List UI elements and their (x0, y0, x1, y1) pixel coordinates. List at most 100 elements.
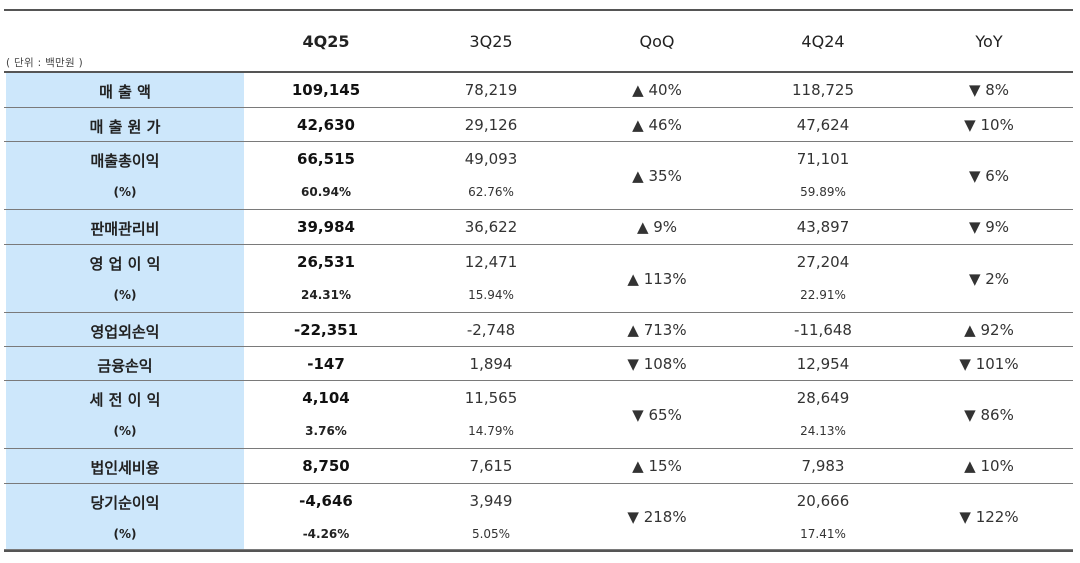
value-yoy: ▼ 10% (964, 116, 1014, 134)
value-4q25: 109,145 (291, 81, 361, 99)
row-label: 매출총이익 (90, 152, 160, 170)
value-4q25-pct: 3.76% (305, 424, 347, 438)
table-row-gross-profit: 매출총이익 (%) 66,515 60.94% 49,093 62.76% ▲ 35% 71,… (4, 142, 1073, 210)
row-sublabel-pct: (%) (113, 185, 137, 199)
value-4q25: 39,984 (297, 218, 355, 236)
table-row-net-income: 당기순이익 (%) -4,646 -4.26% 3,949 5.05% ▼ 218% 20,6… (4, 484, 1073, 550)
value-qoq: ▲ 40% (632, 81, 682, 99)
row-label: 영 업 이 익 (89, 255, 161, 273)
row-label-cell (6, 347, 244, 380)
value-yoy: ▼ 8% (968, 81, 1010, 99)
value-qoq: ▲ 46% (632, 116, 682, 134)
value-yoy: ▲ 10% (964, 457, 1014, 475)
row-label-cell (6, 73, 244, 107)
row-label: 영업외손익 (90, 323, 160, 341)
row-label: 매 출 원 가 (89, 118, 161, 136)
value-3q25: 12,471 (464, 253, 518, 271)
header-qoq: QoQ (639, 32, 675, 51)
table-top-rule (4, 9, 1073, 11)
row-sublabel-pct: (%) (113, 527, 137, 541)
value-4q24: 47,624 (796, 116, 850, 134)
value-3q25: 3,949 (469, 492, 513, 510)
value-4q24: 43,897 (796, 218, 850, 236)
value-4q24: 118,725 (791, 81, 855, 99)
row-label-cell (6, 210, 244, 244)
row-label-cell (6, 449, 244, 483)
value-4q25: 26,531 (297, 253, 355, 271)
value-4q25: 8,750 (302, 457, 350, 475)
table-row-income-tax: 법인세비용 8,750 7,615 ▲ 15% 7,983 ▲ 10% (4, 449, 1073, 484)
row-label: 매 출 액 (99, 83, 151, 101)
unit-label: ( 단위 : 백만원 ) (6, 57, 83, 69)
value-3q25-pct: 5.05% (471, 527, 511, 541)
value-yoy: ▼ 6% (968, 167, 1010, 185)
table-row-sga: 판매관리비 39,984 36,622 ▲ 9% 43,897 ▼ 9% (4, 210, 1073, 245)
header-yoy: YoY (975, 32, 1003, 51)
value-yoy: ▼ 101% (959, 355, 1019, 373)
row-label-cell (6, 484, 244, 549)
row-label-cell (6, 381, 244, 448)
header-3q25: 3Q25 (469, 32, 513, 51)
row-label: 판매관리비 (90, 220, 160, 238)
value-qoq: ▼ 65% (632, 406, 682, 424)
value-3q25-pct: 62.76% (468, 185, 514, 199)
value-3q25: 49,093 (464, 150, 518, 168)
row-label-cell (6, 245, 244, 312)
value-yoy: ▲ 92% (964, 321, 1014, 339)
row-label-cell (6, 142, 244, 209)
value-4q25: 66,515 (297, 150, 355, 168)
row-label: 세 전 이 익 (89, 391, 161, 409)
value-qoq: ▼ 218% (627, 508, 687, 526)
table-bottom-rule (4, 550, 1073, 552)
value-4q25: 4,104 (302, 389, 350, 407)
value-4q24: -11,648 (794, 321, 852, 339)
value-4q24: 20,666 (796, 492, 850, 510)
value-qoq: ▼ 108% (627, 355, 687, 373)
value-3q25: 78,219 (464, 81, 518, 99)
value-4q25-pct: -4.26% (302, 527, 350, 541)
value-4q25-pct: 60.94% (301, 185, 351, 199)
value-3q25: 36,622 (464, 218, 518, 236)
row-label: 법인세비용 (90, 459, 160, 477)
value-yoy: ▼ 86% (964, 406, 1014, 424)
header-4q25: 4Q25 (302, 32, 350, 51)
table-row-financial-income: 금융손익 -147 1,894 ▼ 108% 12,954 ▼ 101% (4, 347, 1073, 381)
value-4q25-pct: 24.31% (301, 288, 351, 302)
value-4q25: -147 (307, 355, 345, 373)
value-qoq: ▲ 9% (636, 218, 678, 236)
value-4q25: 42,630 (297, 116, 355, 134)
value-4q24-pct: 17.41% (800, 527, 846, 541)
value-4q25: -22,351 (293, 321, 359, 339)
value-3q25: 1,894 (469, 355, 513, 373)
value-4q24: 71,101 (796, 150, 850, 168)
table-row-revenue: 매 출 액 109,145 78,219 ▲ 40% 118,725 ▼ 8% (4, 73, 1073, 108)
value-3q25: 29,126 (464, 116, 518, 134)
value-4q24-pct: 59.89% (800, 185, 846, 199)
value-yoy: ▼ 9% (968, 218, 1010, 236)
row-label: 당기순이익 (90, 494, 160, 512)
row-sublabel-pct: (%) (113, 288, 137, 302)
value-3q25: -2,748 (466, 321, 516, 339)
header-4q24: 4Q24 (801, 32, 845, 51)
value-qoq: ▲ 35% (632, 167, 682, 185)
table-row-non-operating: 영업외손익 -22,351 -2,748 ▲ 713% -11,648 ▲ 92% (4, 313, 1073, 347)
value-4q24: 28,649 (796, 389, 850, 407)
row-label-cell (6, 108, 244, 141)
value-4q24-pct: 22.91% (800, 288, 846, 302)
row-sublabel-pct: (%) (113, 424, 137, 438)
table-row-pretax-income: 세 전 이 익 (%) 4,104 3.76% 11,565 14.79% ▼ 65% 28,… (4, 381, 1073, 449)
value-3q25: 11,565 (464, 389, 518, 407)
value-4q24-pct: 24.13% (800, 424, 846, 438)
value-3q25-pct: 14.79% (468, 424, 514, 438)
value-4q24: 27,204 (796, 253, 850, 271)
value-4q24: 7,983 (801, 457, 845, 475)
value-qoq: ▲ 113% (627, 270, 687, 288)
value-3q25: 7,615 (469, 457, 513, 475)
table-header-rule (4, 71, 1073, 73)
value-qoq: ▲ 713% (627, 321, 687, 339)
value-4q24: 12,954 (796, 355, 850, 373)
row-label-cell (6, 313, 244, 346)
row-label: 금융손익 (97, 357, 153, 375)
value-qoq: ▲ 15% (632, 457, 682, 475)
table-row-operating-income: 영 업 이 익 (%) 26,531 24.31% 12,471 15.94% ▲ 113%… (4, 245, 1073, 313)
